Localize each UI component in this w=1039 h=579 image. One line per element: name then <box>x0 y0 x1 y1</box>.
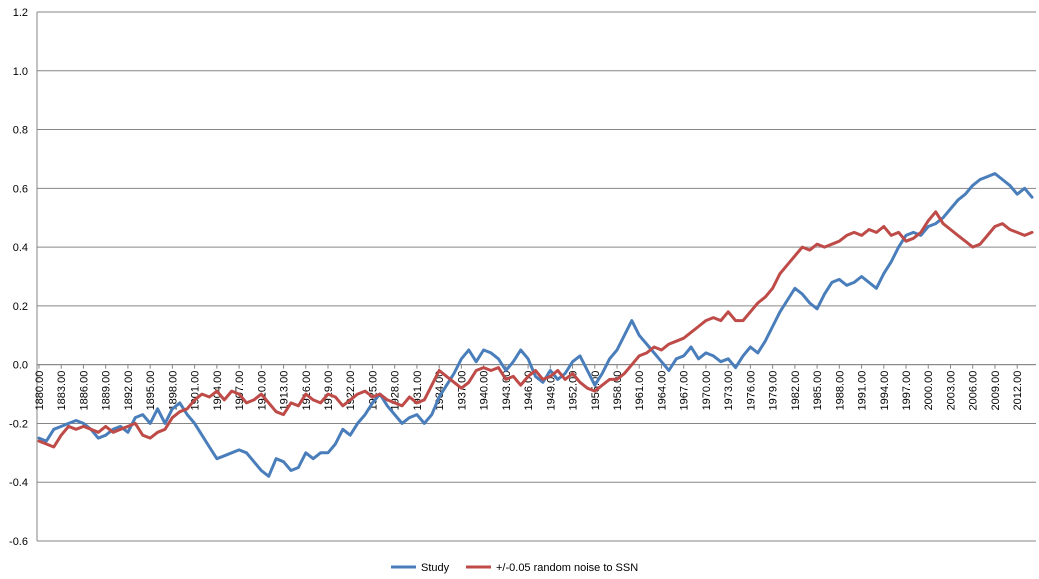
x-tick-label: 2003.00 <box>945 371 957 411</box>
x-tick-label: 1892.00 <box>123 371 135 411</box>
x-tick-label: 1880.00 <box>34 371 46 411</box>
legend-label-noise: +/-0.05 random noise to SSN <box>496 562 638 574</box>
y-tick-label: -0.6 <box>9 536 28 548</box>
x-tick-label: 1967.00 <box>679 371 691 411</box>
x-tick-label: 2000.00 <box>923 371 935 411</box>
y-tick-label: -0.4 <box>9 477 28 489</box>
y-tick-label: 0.0 <box>13 360 28 372</box>
x-tick-label: 1883.00 <box>56 371 68 411</box>
y-tick-label: 1.0 <box>13 66 28 78</box>
x-tick-label: 1991.00 <box>857 371 869 411</box>
x-tick-label: 1907.00 <box>234 371 246 411</box>
y-tick-label: 0.6 <box>13 183 28 195</box>
series-lines <box>37 172 1034 478</box>
x-tick-label: 1898.00 <box>167 371 179 411</box>
x-tick-label: 1961.00 <box>634 371 646 411</box>
x-tick-label: 1931.00 <box>412 371 424 411</box>
x-tick-label: 1982.00 <box>790 371 802 411</box>
x-tick-label: 1940.00 <box>479 371 491 411</box>
y-tick-label: 0.2 <box>13 301 28 313</box>
x-tick-label: 1889.00 <box>101 371 113 411</box>
x-tick-label: 1886.00 <box>78 371 90 411</box>
x-tick-label: 1988.00 <box>834 371 846 411</box>
y-tick-label: 0.8 <box>13 125 28 137</box>
x-tick-label: 1964.00 <box>656 371 668 411</box>
x-tick-label: 1925.00 <box>367 371 379 411</box>
y-tick-label: -0.2 <box>9 418 28 430</box>
x-tick-label: 1997.00 <box>901 371 913 411</box>
series-line-noise <box>37 210 1034 449</box>
legend: Study +/-0.05 random noise to SSN <box>391 562 638 574</box>
x-tick-label: 2006.00 <box>968 371 980 411</box>
x-tick-label: 1952.00 <box>568 371 580 411</box>
x-tick-label: 1973.00 <box>723 371 735 411</box>
x-tick-label: 2012.00 <box>1012 371 1024 411</box>
y-tick-label: 1.2 <box>13 7 28 19</box>
x-tick-label: 1913.00 <box>279 371 291 411</box>
x-tick-labels: 1880.00 1883.00 1886.00 1889.00 1892.00 1895.… <box>34 364 1024 411</box>
x-tick-label: 1976.00 <box>745 371 757 411</box>
x-tick-label: 1910.00 <box>256 371 268 411</box>
x-tick-label: 2009.00 <box>990 371 1002 411</box>
x-tick-label: 1985.00 <box>812 371 824 411</box>
x-tick-label: 1916.00 <box>301 371 313 411</box>
gridlines <box>37 11 1036 542</box>
legend-label-study: Study <box>421 562 450 574</box>
x-tick-label: 1949.00 <box>545 371 557 411</box>
x-tick-label: 1970.00 <box>701 371 713 411</box>
x-tick-label: 1937.00 <box>456 371 468 411</box>
x-tick-label: 1922.00 <box>345 371 357 411</box>
x-tick-label: 1895.00 <box>145 371 157 411</box>
y-axis: -0.6 -0.4 -0.2 0.0 0.2 0.4 0.6 0.8 1.0 1.2 <box>9 7 38 548</box>
x-tick-label: 1919.00 <box>323 371 335 411</box>
y-tick-label: 0.4 <box>13 242 28 254</box>
x-tick-label: 1979.00 <box>768 371 780 411</box>
series-line-study <box>37 172 1034 478</box>
x-tick-label: 1994.00 <box>879 371 891 411</box>
x-tick-label: 1943.00 <box>501 371 513 411</box>
